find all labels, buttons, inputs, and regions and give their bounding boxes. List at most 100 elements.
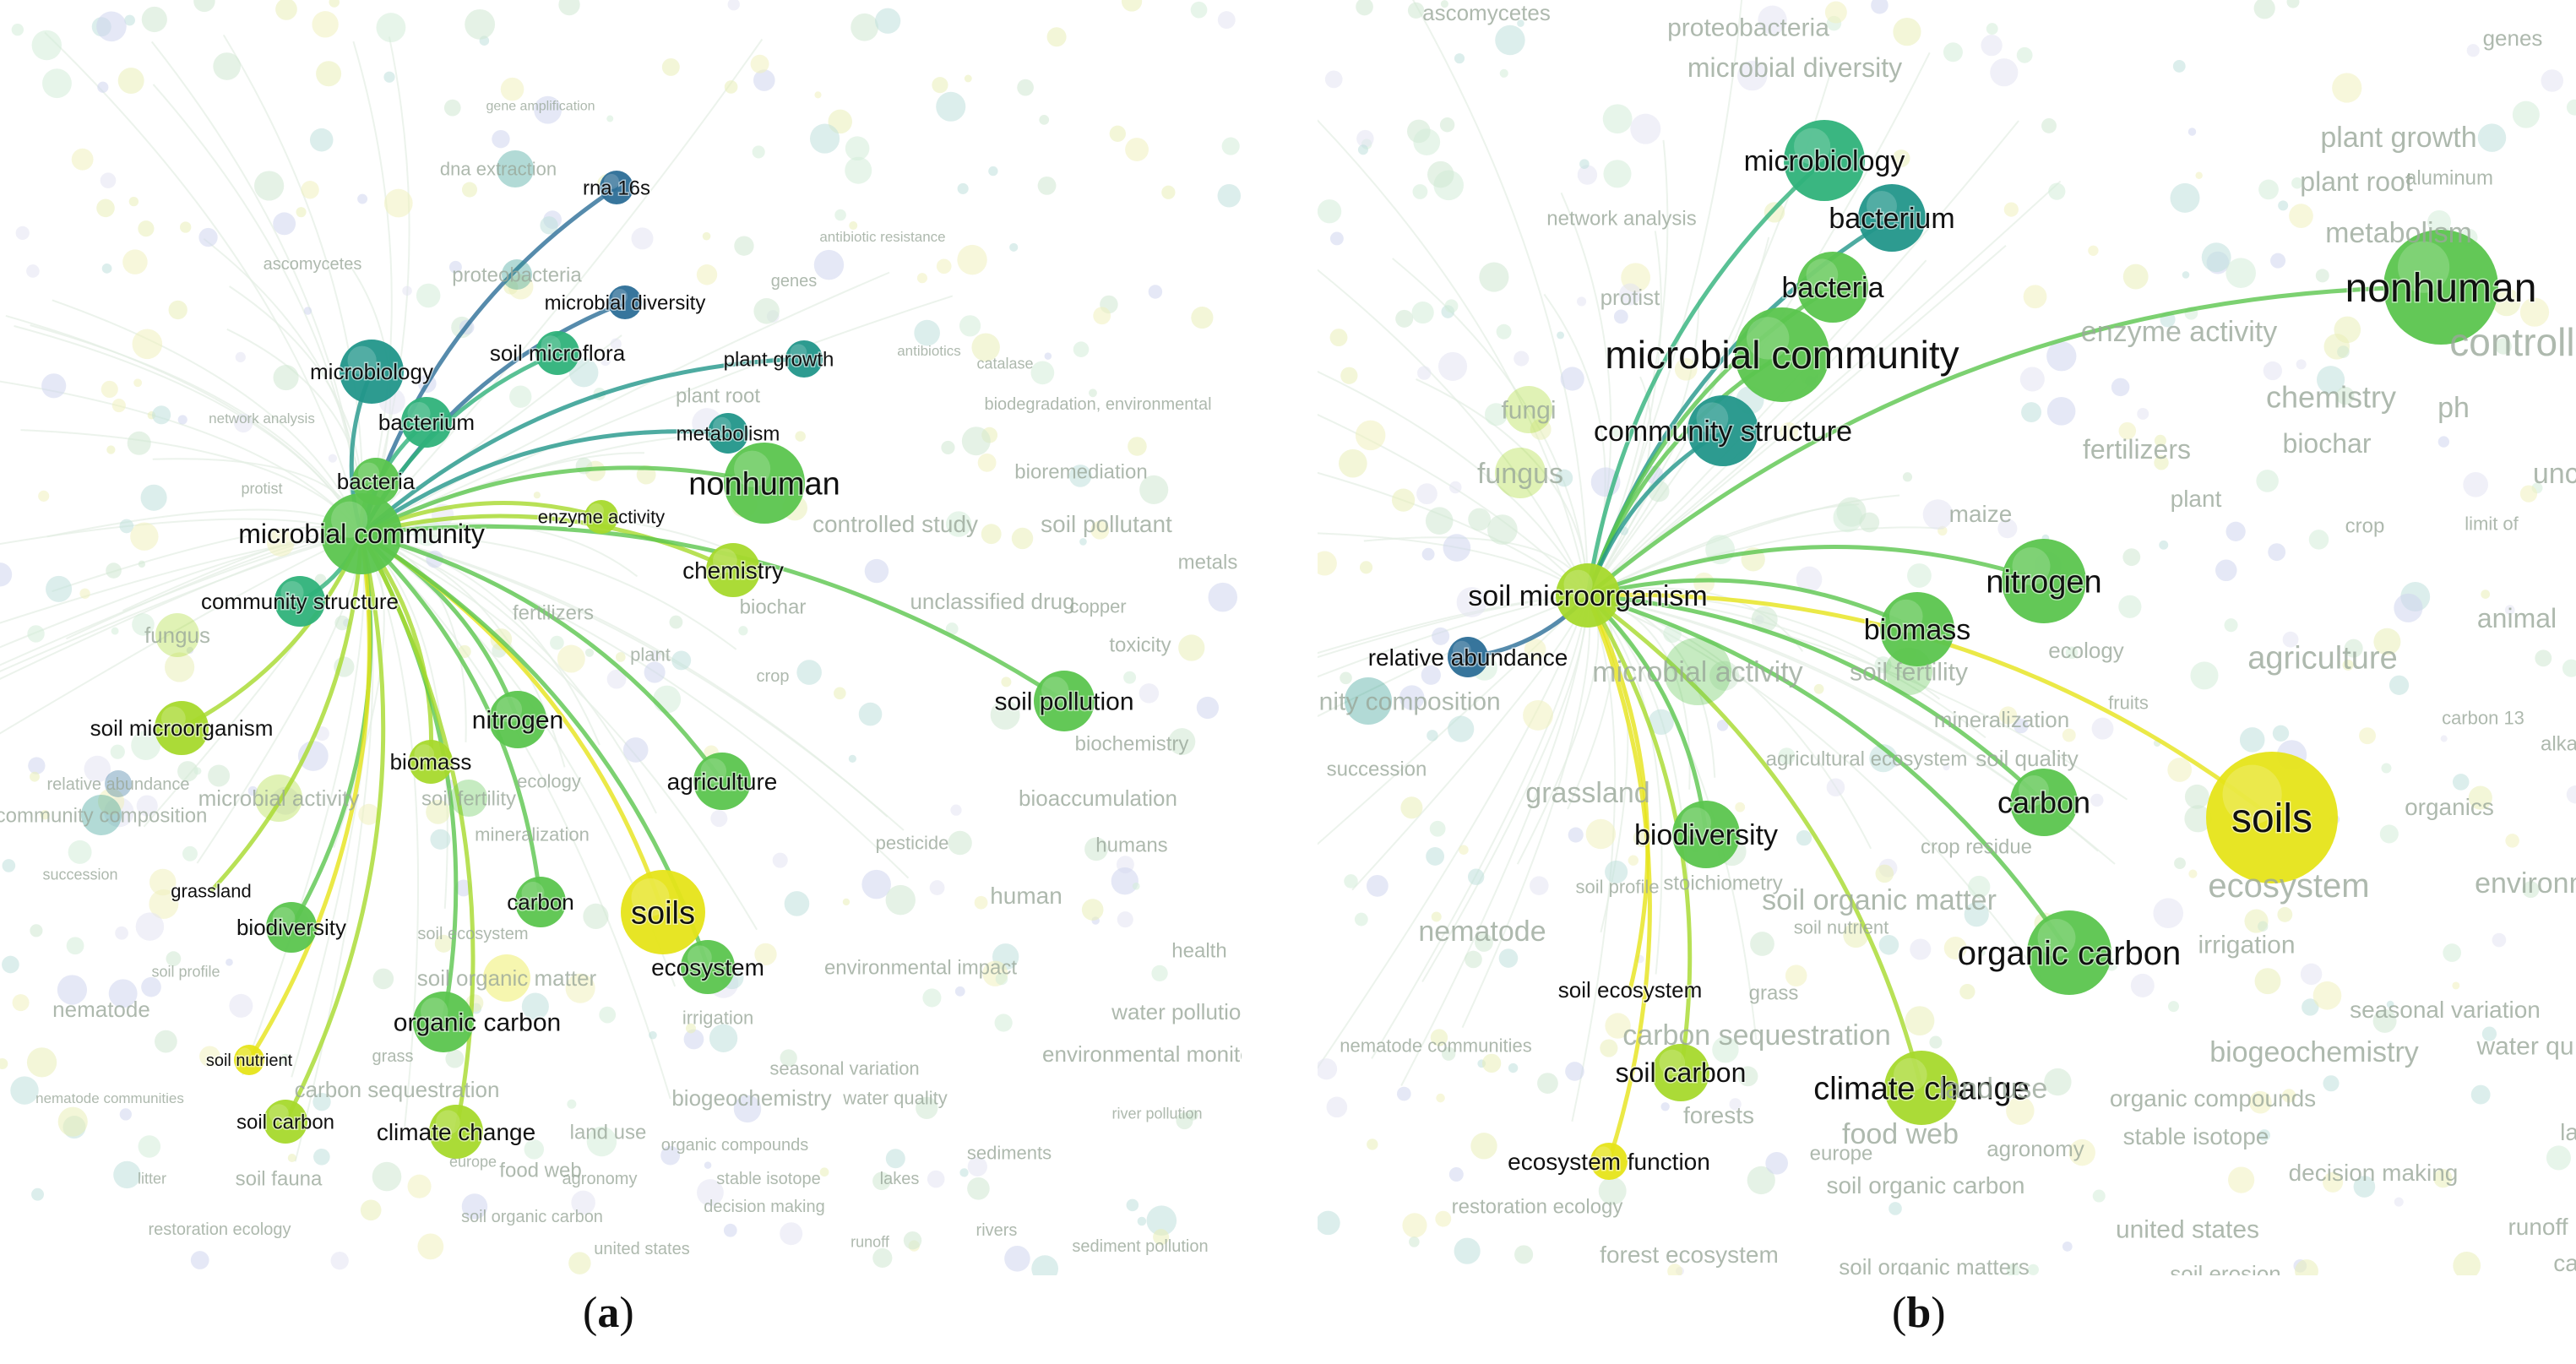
background-bubble <box>2453 1252 2481 1275</box>
label-biomass: biomass <box>390 749 472 774</box>
node-soil-carbon[interactable] <box>264 1100 307 1144</box>
node-nonhuman[interactable] <box>2383 230 2498 345</box>
node-microbial-activity[interactable] <box>1664 638 1731 705</box>
background-bubble <box>1943 937 1967 960</box>
background-bubble <box>2090 793 2104 807</box>
node-microbial-diversity[interactable] <box>608 285 642 319</box>
node-soil-fertility[interactable] <box>450 780 487 817</box>
background-bubble <box>1498 948 1519 968</box>
node-nitrogen[interactable] <box>489 691 546 748</box>
node-community-structure[interactable] <box>274 576 325 627</box>
background-bubble <box>813 249 845 280</box>
node-soil-carbon[interactable] <box>1652 1044 1709 1101</box>
node-organic-carbon[interactable] <box>413 992 474 1052</box>
background-bubble <box>644 661 666 683</box>
label-agriculture: agriculture <box>667 769 778 795</box>
node-community-structure[interactable] <box>1687 395 1758 466</box>
node-soil-organic-matter[interactable] <box>483 954 530 1002</box>
node-shine <box>2037 919 2076 957</box>
label-grassland: grassland <box>171 881 251 902</box>
node-chemistry[interactable] <box>706 543 760 597</box>
node-biodiversity[interactable] <box>266 902 317 953</box>
node-soil-microorganism[interactable] <box>1556 563 1620 628</box>
node-dna-extraction[interactable] <box>497 150 534 187</box>
node-climate-change[interactable] <box>1884 1051 1959 1125</box>
label-plant-root: plant root <box>676 384 760 407</box>
background-bubble <box>1009 242 1019 252</box>
background-bubble <box>845 156 872 184</box>
node-microbial-community[interactable] <box>321 493 402 574</box>
background-bubble <box>1326 1096 1348 1118</box>
node-nonhuman[interactable] <box>724 443 805 524</box>
node-shine <box>790 344 807 361</box>
node-ecosystem-function[interactable] <box>1590 1143 1628 1180</box>
node-bacterium[interactable] <box>1858 184 1926 252</box>
node-fungi[interactable] <box>1505 386 1552 433</box>
node-nitrogen[interactable] <box>2002 539 2086 623</box>
node-bacterium[interactable] <box>401 397 452 448</box>
background-bubble <box>2344 639 2363 658</box>
label-land-use: land use <box>1939 1073 2048 1105</box>
label-copper: copper <box>1069 596 1126 617</box>
background-bubble <box>1579 159 1590 169</box>
node-climate-change[interactable] <box>429 1105 483 1159</box>
node-soil-microorganism[interactable] <box>155 701 209 755</box>
node-relative-abundance[interactable] <box>105 770 132 797</box>
node-soil-microflora[interactable] <box>535 331 579 375</box>
label-community-structure: community structure <box>1594 416 1852 448</box>
node-enzyme-activity[interactable] <box>584 500 618 534</box>
node-carbon[interactable] <box>2010 769 2078 836</box>
node-fungus[interactable] <box>155 613 199 657</box>
node-shine <box>1894 1057 1927 1092</box>
background-bubble <box>2336 386 2355 405</box>
background-bubble <box>113 1160 141 1189</box>
node-agriculture[interactable] <box>693 753 751 810</box>
node-bacteria[interactable] <box>352 458 399 505</box>
node-community-composition[interactable] <box>1345 677 1392 725</box>
node-microbial-community[interactable] <box>1735 307 1829 402</box>
label-toxicity: toxicity <box>1109 633 1171 656</box>
caption-a-letter: a <box>597 1289 620 1337</box>
node-rna-16s[interactable] <box>600 171 633 204</box>
background-bubble <box>1168 728 1196 755</box>
background-bubble <box>1449 481 1462 494</box>
node-microbiology[interactable] <box>340 340 404 404</box>
node-biomass[interactable] <box>1880 592 1954 666</box>
node-biomass[interactable] <box>409 740 453 784</box>
node-biodiversity[interactable] <box>1672 801 1740 868</box>
background-bubble <box>845 136 870 161</box>
node-plant-growth[interactable] <box>785 340 823 378</box>
node-soil-fertility[interactable] <box>1885 648 1932 695</box>
background-bubble <box>2282 631 2299 648</box>
node-metabolism[interactable] <box>708 413 748 454</box>
background-bubble <box>1081 899 1104 921</box>
background-bubble <box>872 1171 891 1191</box>
node-proteobacteria[interactable] <box>502 259 532 290</box>
label-ecosystem: ecosystem <box>651 954 764 981</box>
label-soil-erosion: soil erosion <box>2170 1261 2281 1275</box>
background-bubble <box>1674 357 1698 381</box>
node-carbon[interactable] <box>515 877 566 927</box>
label-microbiology: microbiology <box>1744 145 1905 177</box>
background-bubble <box>124 14 135 26</box>
background-bubble <box>2068 1138 2095 1166</box>
background-bubble <box>2003 202 2019 217</box>
node-microbial-activity[interactable] <box>255 774 302 822</box>
background-bubble <box>1959 983 1975 1000</box>
node-fungus[interactable] <box>1495 448 1546 498</box>
background-bubble <box>166 951 182 967</box>
node-soils[interactable] <box>621 870 705 954</box>
background-bubble <box>122 249 148 274</box>
node-community-composition[interactable] <box>81 795 122 835</box>
node-soil-pollution[interactable] <box>1034 671 1095 731</box>
node-microbiology[interactable] <box>1784 120 1865 201</box>
node-soils[interactable] <box>2206 752 2338 883</box>
node-ecosystem[interactable] <box>681 940 735 994</box>
node-organic-carbon[interactable] <box>2027 910 2111 995</box>
caption-b: (b) <box>1892 1289 1946 1337</box>
background-bubble <box>1751 606 1778 633</box>
node-bacteria[interactable] <box>1797 252 1868 323</box>
node-soil-nutrient[interactable] <box>234 1045 264 1075</box>
node-relative-abundance[interactable] <box>1448 637 1488 677</box>
background-bubble <box>990 699 1020 730</box>
